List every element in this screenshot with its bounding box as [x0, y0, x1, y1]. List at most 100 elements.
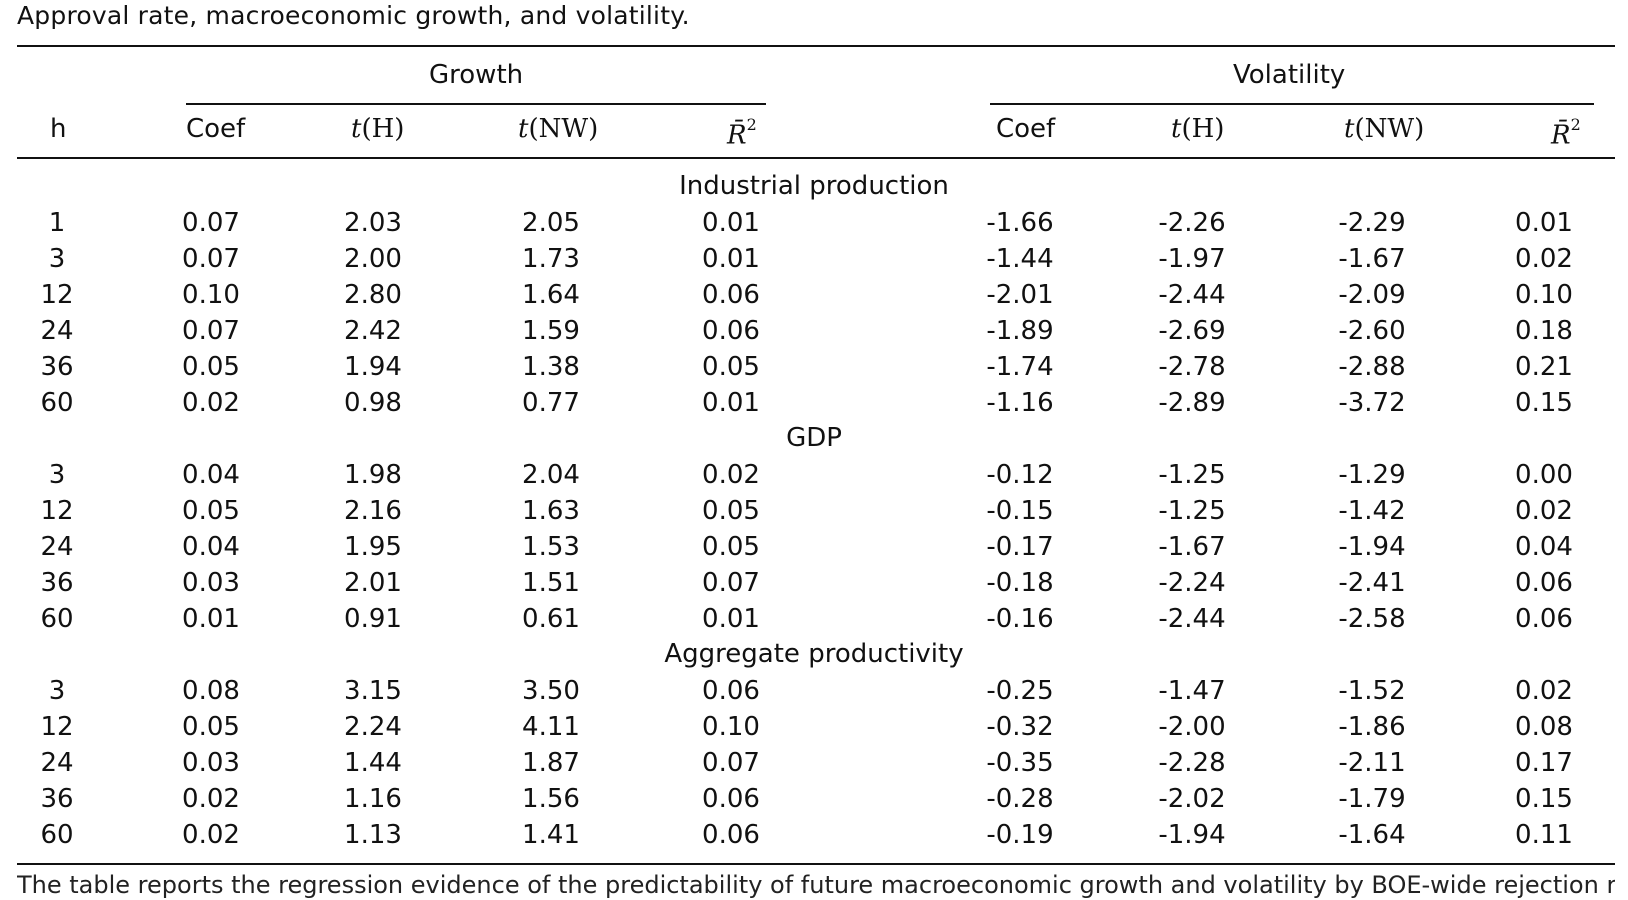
cell-volatility-tH: -2.44 — [1158, 280, 1226, 310]
cell-volatility-r2: 0.06 — [1515, 604, 1573, 634]
cell-growth-r2: 0.07 — [702, 568, 760, 598]
cell-volatility-tNW: -1.79 — [1338, 784, 1406, 814]
cell-volatility-coef: -0.28 — [986, 784, 1054, 814]
cell-volatility-r2: 0.15 — [1515, 784, 1573, 814]
cell-volatility-tH: -2.89 — [1158, 388, 1226, 418]
cell-volatility-tNW: -2.60 — [1338, 316, 1406, 346]
table-footnote: The table reports the regression evidenc… — [17, 871, 1615, 899]
cell-volatility-coef: -0.12 — [986, 460, 1054, 490]
cell-growth-coef: 0.03 — [182, 748, 240, 778]
cell-volatility-tH: -2.00 — [1158, 712, 1226, 742]
cell-volatility-tNW: -2.88 — [1338, 352, 1406, 382]
header-rule — [17, 157, 1615, 159]
cell-h: 3 — [48, 244, 66, 274]
cell-growth-tNW: 2.05 — [522, 208, 580, 238]
cell-growth-tH: 3.15 — [344, 676, 402, 706]
cell-growth-r2: 0.01 — [702, 388, 760, 418]
table-row: 3 0.07 2.00 1.73 0.01 -1.44 -1.97 -1.67 0.02 — [0, 241, 1628, 277]
cell-growth-coef: 0.05 — [182, 496, 240, 526]
cell-volatility-coef: -1.44 — [986, 244, 1054, 274]
cell-volatility-coef: -0.15 — [986, 496, 1054, 526]
cell-h: 12 — [40, 280, 74, 310]
cell-volatility-r2: 0.01 — [1515, 208, 1573, 238]
cell-growth-r2: 0.01 — [702, 208, 760, 238]
cell-growth-tNW: 1.63 — [522, 496, 580, 526]
cell-volatility-coef: -0.18 — [986, 568, 1054, 598]
cell-volatility-tNW: -1.67 — [1338, 244, 1406, 274]
cell-growth-tNW: 4.11 — [522, 712, 580, 742]
cell-growth-coef: 0.03 — [182, 568, 240, 598]
table-row: 36 0.03 2.01 1.51 0.07 -0.18 -2.24 -2.41 0.06 — [0, 565, 1628, 601]
cell-growth-tNW: 1.59 — [522, 316, 580, 346]
cell-growth-r2: 0.01 — [702, 604, 760, 634]
cell-growth-tH: 2.03 — [344, 208, 402, 238]
cell-growth-r2: 0.07 — [702, 748, 760, 778]
cell-volatility-tNW: -1.42 — [1338, 496, 1406, 526]
cell-growth-tNW: 1.41 — [522, 820, 580, 850]
cell-volatility-tNW: -1.94 — [1338, 532, 1406, 562]
col-header-volatility-tH: t(H) — [1171, 114, 1225, 144]
cell-growth-r2: 0.10 — [702, 712, 760, 742]
cell-growth-r2: 0.06 — [702, 280, 760, 310]
cell-volatility-tH: -1.25 — [1158, 496, 1226, 526]
cell-volatility-coef: -1.16 — [986, 388, 1054, 418]
growth-group-header: Growth — [429, 60, 524, 90]
cell-volatility-coef: -0.25 — [986, 676, 1054, 706]
table-row: 24 0.03 1.44 1.87 0.07 -0.35 -2.28 -2.11 0.17 — [0, 745, 1628, 781]
cell-growth-tH: 2.16 — [344, 496, 402, 526]
cell-h: 3 — [48, 676, 66, 706]
cell-volatility-tH: -1.97 — [1158, 244, 1226, 274]
cell-h: 24 — [40, 532, 74, 562]
cell-growth-tNW: 3.50 — [522, 676, 580, 706]
cell-growth-r2: 0.01 — [702, 244, 760, 274]
table-caption: Approval rate, macroeconomic growth, and… — [17, 1, 690, 30]
cell-volatility-tNW: -2.41 — [1338, 568, 1406, 598]
cell-volatility-coef: -0.17 — [986, 532, 1054, 562]
cell-growth-tNW: 0.61 — [522, 604, 580, 634]
cell-volatility-tH: -2.44 — [1158, 604, 1226, 634]
cell-growth-tH: 1.98 — [344, 460, 402, 490]
cell-h: 1 — [48, 208, 66, 238]
growth-group-rule — [186, 103, 766, 105]
cell-growth-coef: 0.02 — [182, 820, 240, 850]
cell-volatility-r2: 0.02 — [1515, 244, 1573, 274]
cell-growth-tNW: 1.87 — [522, 748, 580, 778]
top-rule — [17, 45, 1615, 47]
cell-volatility-r2: 0.21 — [1515, 352, 1573, 382]
cell-volatility-r2: 0.08 — [1515, 712, 1573, 742]
cell-growth-tH: 1.44 — [344, 748, 402, 778]
table-row: 12 0.05 2.24 4.11 0.10 -0.32 -2.00 -1.86 0.08 — [0, 709, 1628, 745]
cell-volatility-tH: -2.69 — [1158, 316, 1226, 346]
section-title: GDP — [786, 423, 842, 453]
table-row: 24 0.07 2.42 1.59 0.06 -1.89 -2.69 -2.60 0.18 — [0, 313, 1628, 349]
cell-growth-coef: 0.02 — [182, 388, 240, 418]
cell-h: 24 — [40, 316, 74, 346]
cell-growth-coef: 0.07 — [182, 208, 240, 238]
col-header-volatility-tNW: t(NW) — [1344, 114, 1425, 144]
cell-growth-tNW: 1.73 — [522, 244, 580, 274]
cell-volatility-coef: -0.19 — [986, 820, 1054, 850]
cell-volatility-r2: 0.15 — [1515, 388, 1573, 418]
table-row: 1 0.07 2.03 2.05 0.01 -1.66 -2.26 -2.29 0.01 — [0, 205, 1628, 241]
cell-volatility-coef: -2.01 — [986, 280, 1054, 310]
cell-growth-coef: 0.05 — [182, 352, 240, 382]
cell-growth-r2: 0.06 — [702, 316, 760, 346]
cell-growth-r2: 0.05 — [702, 496, 760, 526]
section-title: Aggregate productivity — [664, 639, 964, 669]
cell-h: 60 — [40, 604, 74, 634]
cell-growth-r2: 0.02 — [702, 460, 760, 490]
cell-growth-r2: 0.05 — [702, 352, 760, 382]
table-row: 60 0.01 0.91 0.61 0.01 -0.16 -2.44 -2.58 0.06 — [0, 601, 1628, 637]
col-header-volatility-r2: R̄2 — [1551, 115, 1581, 151]
cell-growth-tH: 2.00 — [344, 244, 402, 274]
cell-growth-coef: 0.05 — [182, 712, 240, 742]
cell-volatility-tNW: -2.09 — [1338, 280, 1406, 310]
cell-volatility-coef: -1.89 — [986, 316, 1054, 346]
bottom-rule — [17, 863, 1615, 865]
cell-volatility-tH: -1.25 — [1158, 460, 1226, 490]
cell-growth-r2: 0.06 — [702, 784, 760, 814]
cell-growth-tNW: 2.04 — [522, 460, 580, 490]
cell-volatility-r2: 0.06 — [1515, 568, 1573, 598]
col-header-volatility-coef: Coef — [996, 114, 1056, 144]
table-row: 60 0.02 1.13 1.41 0.06 -0.19 -1.94 -1.64 0.11 — [0, 817, 1628, 853]
